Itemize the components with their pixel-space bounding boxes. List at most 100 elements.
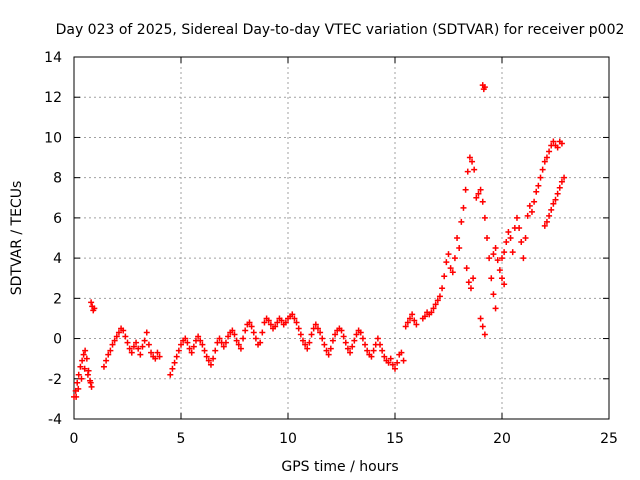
data-point — [533, 188, 540, 195]
data-point — [475, 190, 482, 197]
data-point — [73, 393, 80, 400]
data-point — [231, 331, 238, 338]
data-points — [71, 82, 568, 400]
data-point — [289, 311, 296, 318]
data-point — [257, 339, 264, 346]
data-point — [220, 343, 227, 350]
data-point — [178, 341, 184, 348]
data-point — [100, 363, 107, 370]
y-axis-title: SDTVAR / TECUs — [9, 181, 25, 296]
data-point — [481, 214, 488, 221]
data-point — [156, 353, 163, 360]
data-point — [503, 239, 510, 246]
y-tick-label: -2 — [48, 372, 62, 388]
data-point — [319, 335, 326, 342]
data-point — [139, 343, 146, 350]
data-point — [203, 353, 210, 360]
data-point — [91, 305, 98, 312]
x-tick-label: 20 — [493, 431, 511, 447]
data-point — [113, 333, 120, 340]
data-point — [389, 361, 396, 368]
x-tick-label: 25 — [600, 431, 618, 447]
data-point — [210, 355, 217, 362]
data-point — [78, 375, 85, 382]
data-point — [550, 200, 557, 207]
data-point — [272, 323, 279, 330]
data-point — [225, 333, 232, 340]
data-point — [295, 325, 302, 332]
data-point — [546, 212, 553, 219]
data-point — [486, 255, 493, 262]
data-point — [74, 379, 81, 386]
data-point — [522, 235, 529, 241]
data-point — [306, 339, 313, 346]
y-tick-label: 0 — [53, 332, 62, 348]
data-point — [537, 174, 544, 181]
x-axis-title: GPS time / hours — [281, 459, 398, 475]
data-point — [246, 319, 253, 326]
data-point — [413, 321, 420, 328]
data-point — [558, 140, 565, 147]
data-point — [464, 168, 471, 175]
data-point — [501, 281, 508, 288]
data-point — [364, 347, 371, 354]
data-point — [394, 359, 401, 366]
data-point — [406, 315, 413, 322]
data-point — [88, 299, 95, 306]
data-point — [548, 206, 555, 213]
data-point — [338, 327, 345, 334]
data-point — [552, 196, 559, 203]
data-point — [501, 249, 508, 256]
data-point — [377, 341, 384, 348]
data-point — [242, 327, 249, 334]
data-point — [261, 319, 268, 326]
data-point — [509, 249, 516, 256]
data-point — [353, 331, 360, 338]
y-tick-label: 6 — [53, 211, 62, 227]
data-point — [443, 259, 450, 266]
x-tick-label: 10 — [279, 431, 297, 447]
y-tick-label: 14 — [44, 50, 62, 66]
data-point — [400, 357, 407, 364]
data-point — [325, 351, 332, 358]
data-point — [357, 329, 364, 336]
data-point — [175, 347, 182, 354]
data-point — [188, 349, 195, 356]
data-point — [436, 293, 443, 300]
plot-frame — [73, 56, 610, 420]
data-point — [477, 315, 484, 322]
data-point — [554, 144, 561, 151]
data-point — [265, 317, 272, 324]
data-point — [77, 363, 84, 370]
data-point — [120, 327, 127, 334]
data-point — [293, 319, 300, 326]
data-point — [490, 251, 497, 258]
data-point — [105, 351, 112, 358]
data-point — [81, 365, 88, 372]
data-point — [402, 323, 409, 330]
data-point — [154, 349, 161, 356]
data-point — [299, 337, 306, 344]
data-point — [329, 337, 336, 344]
data-point — [421, 313, 428, 320]
data-point — [252, 335, 259, 342]
data-point — [488, 275, 495, 282]
data-point — [441, 273, 448, 280]
data-point — [528, 208, 535, 215]
data-point — [499, 275, 505, 282]
data-point — [409, 311, 416, 318]
data-point — [494, 257, 501, 264]
data-point — [137, 351, 144, 358]
data-point — [499, 255, 505, 262]
data-point — [171, 359, 178, 366]
data-point — [531, 198, 538, 205]
data-point — [216, 335, 223, 342]
data-point — [550, 138, 557, 145]
data-point — [479, 198, 486, 205]
data-point — [344, 345, 351, 352]
y-tick-labels: -4 -2 0 2 4 6 8 10 12 14 — [44, 50, 62, 428]
data-point — [332, 331, 339, 338]
data-point — [469, 158, 476, 165]
data-point — [546, 148, 553, 155]
